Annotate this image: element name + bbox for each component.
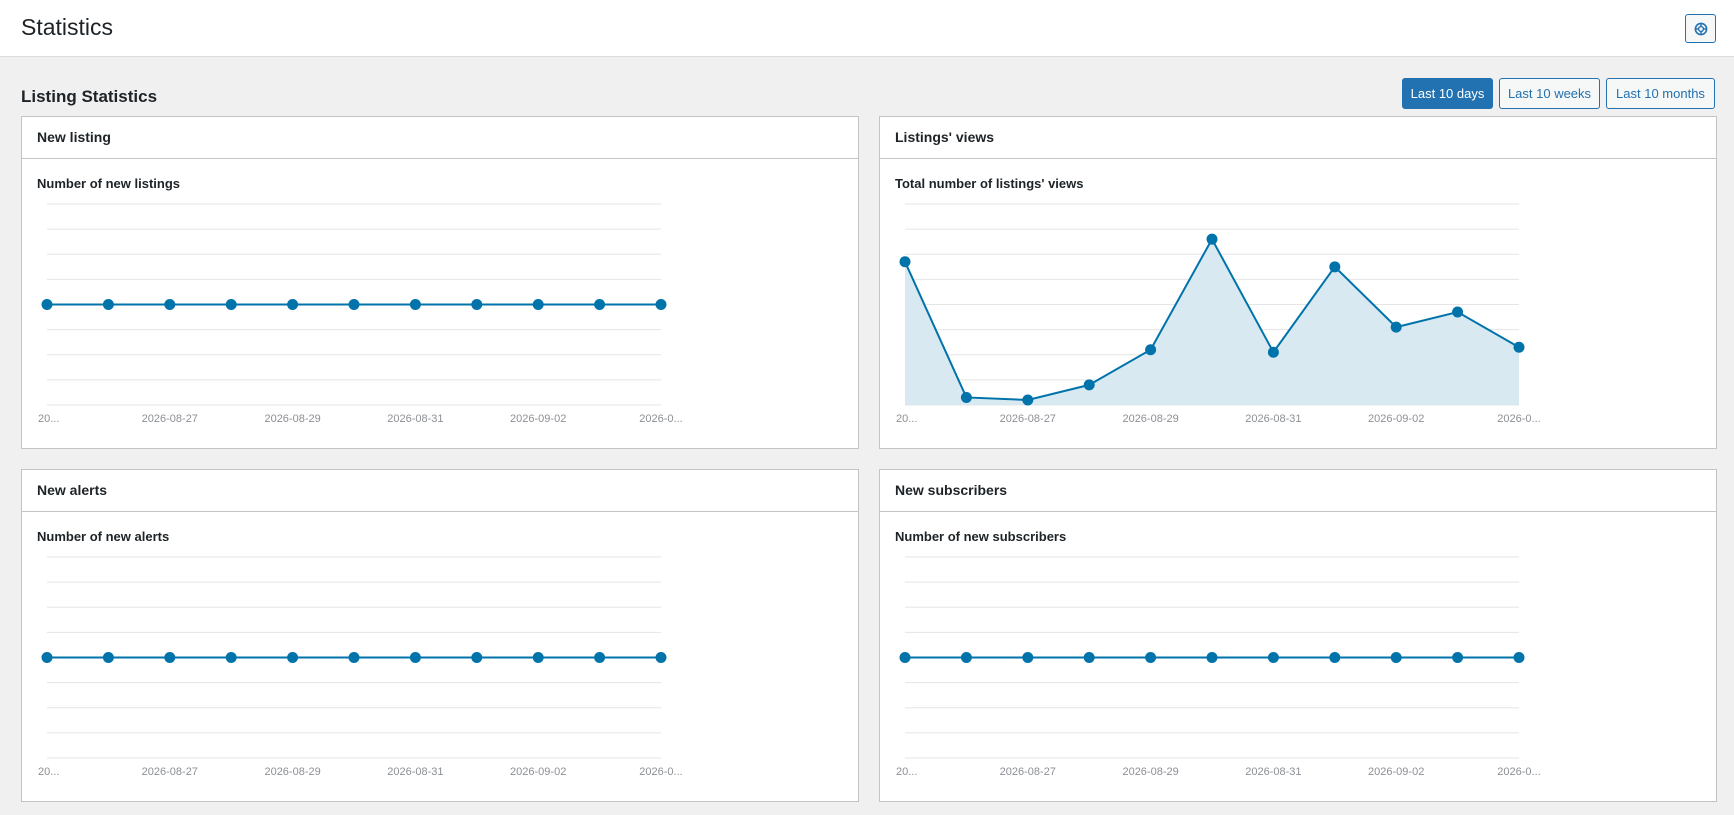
new-listings-chart: 20... 2026-08-27 2026-08-29 2026-08-31 2026-… (38, 203, 683, 425)
x-tick-label: 2026-08-31 (1245, 413, 1301, 425)
chart-title: Number of new listings (37, 176, 181, 191)
x-tick-label: 2026-0... (1497, 413, 1540, 425)
data-point (1022, 652, 1034, 663)
x-tick-label: 2026-08-27 (1000, 413, 1056, 425)
data-point (164, 652, 176, 663)
chart-title: Total number of listings' views (895, 176, 1084, 191)
x-tick-label: 2026-08-27 (1000, 766, 1056, 778)
data-point (1083, 379, 1095, 391)
data-point (1513, 341, 1525, 353)
range-button-10-months[interactable]: Last 10 months (1606, 78, 1715, 109)
card-new-subscribers: New subscribers Number of new subscriber… (879, 469, 1717, 802)
data-point (287, 299, 299, 310)
chart-title: Number of new subscribers (895, 529, 1067, 544)
range-button-10-weeks[interactable]: Last 10 weeks (1499, 78, 1600, 109)
range-button-10-days[interactable]: Last 10 days (1402, 78, 1493, 109)
data-point (1329, 261, 1341, 273)
x-tick-label: 2026-08-29 (1122, 766, 1178, 778)
x-tick-label: 2026-08-29 (264, 766, 320, 778)
data-point (960, 652, 972, 663)
data-point (41, 299, 53, 310)
data-point (1145, 652, 1157, 663)
data-point (102, 652, 114, 663)
x-tick-label: 2026-08-27 (142, 766, 198, 778)
x-tick-label: 20... (38, 413, 59, 425)
data-point (471, 299, 483, 310)
x-tick-label: 2026-0... (639, 766, 682, 778)
top-bar: Statistics (0, 0, 1734, 57)
card-new-alerts: New alerts Number of new alerts 20... 202… (21, 469, 859, 802)
x-tick-label: 20... (38, 766, 59, 778)
card-header: New listing (22, 117, 858, 159)
page-title: Statistics (21, 14, 114, 40)
x-tick-label: 2026-09-02 (510, 413, 566, 425)
listings-views-chart: 20... 2026-08-27 2026-08-29 2026-08-31 2026-… (896, 203, 1541, 425)
data-point (1329, 652, 1341, 663)
data-point (1513, 652, 1525, 663)
data-point (899, 256, 911, 268)
data-point (1083, 652, 1095, 663)
x-tick-label: 20... (896, 413, 917, 425)
x-tick-label: 2026-0... (1497, 766, 1540, 778)
x-tick-label: 2026-09-02 (510, 766, 566, 778)
data-point (348, 299, 360, 310)
data-point (409, 299, 421, 310)
data-point (1390, 652, 1402, 663)
data-point (1206, 233, 1218, 245)
data-point (532, 652, 544, 663)
range-selector: Last 10 days Last 10 weeks Last 10 month… (1402, 78, 1715, 109)
new-alerts-chart: 20... 2026-08-27 2026-08-29 2026-08-31 2026-… (38, 556, 683, 778)
help-button[interactable] (1685, 14, 1716, 43)
card-header: New alerts (22, 470, 858, 512)
data-point (899, 652, 911, 663)
data-point (471, 652, 483, 663)
lifebuoy-icon (1694, 22, 1707, 35)
x-tick-label: 2026-09-02 (1368, 766, 1424, 778)
data-point (164, 299, 176, 310)
x-tick-label: 2026-08-31 (1245, 766, 1301, 778)
x-tick-label: 20... (896, 766, 917, 778)
x-tick-label: 2026-08-29 (1122, 413, 1178, 425)
card-header: New subscribers (880, 470, 1716, 512)
data-point (594, 299, 606, 310)
card-new-listing: New listing Number of new listings 20...… (21, 116, 859, 449)
data-point (1206, 652, 1218, 663)
x-tick-label: 2026-09-02 (1368, 413, 1424, 425)
x-tick-label: 2026-08-31 (387, 413, 443, 425)
data-point (348, 652, 360, 663)
data-point (1267, 346, 1279, 358)
section-title: Listing Statistics (21, 87, 158, 106)
x-tick-label: 2026-0... (639, 413, 682, 425)
data-point (960, 391, 972, 403)
x-tick-label: 2026-08-31 (387, 766, 443, 778)
data-point (1452, 652, 1464, 663)
x-tick-label: 2026-08-27 (142, 413, 198, 425)
new-subscribers-chart: 20... 2026-08-27 2026-08-29 2026-08-31 2026-… (896, 556, 1541, 778)
data-point (1452, 306, 1464, 318)
series-area (905, 239, 1519, 405)
data-point (225, 652, 237, 663)
data-point (532, 299, 544, 310)
data-point (1390, 321, 1402, 333)
data-point (594, 652, 606, 663)
data-point (1022, 394, 1034, 406)
chart-title: Number of new alerts (37, 529, 170, 544)
data-point (409, 652, 421, 663)
data-point (41, 652, 53, 663)
data-point (1145, 344, 1157, 356)
data-point (287, 652, 299, 663)
x-tick-label: 2026-08-29 (264, 413, 320, 425)
data-point (655, 652, 667, 663)
data-point (225, 299, 237, 310)
card-listings-views: Listings' views Total number of listings… (879, 116, 1717, 449)
card-header: Listings' views (880, 117, 1716, 159)
data-point (655, 299, 667, 310)
data-point (102, 299, 114, 310)
data-point (1267, 652, 1279, 663)
